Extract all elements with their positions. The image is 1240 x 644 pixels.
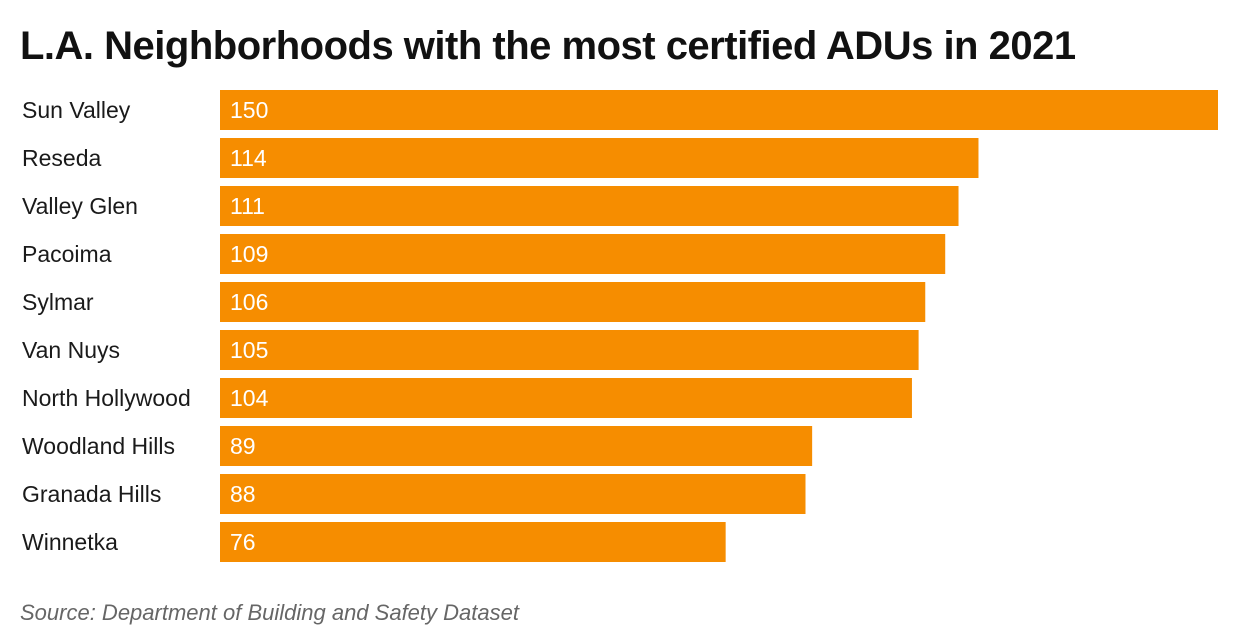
value-label: 76 [230, 529, 256, 555]
value-label: 88 [230, 481, 256, 507]
value-label: 150 [230, 97, 268, 123]
bar [220, 330, 919, 370]
bar [220, 138, 979, 178]
source-note: Source: Department of Building and Safet… [20, 600, 519, 625]
chart-title: L.A. Neighborhoods with the most certifi… [20, 24, 1076, 68]
value-label: 106 [230, 289, 268, 315]
category-label: Woodland Hills [22, 433, 175, 459]
category-label: Winnetka [22, 529, 118, 555]
bar [220, 282, 926, 322]
bar [220, 426, 813, 466]
value-label: 105 [230, 337, 268, 363]
category-label: Sun Valley [22, 97, 131, 123]
category-label: Granada Hills [22, 481, 161, 507]
category-label: Van Nuys [22, 337, 120, 363]
bar [220, 522, 726, 562]
value-label: 104 [230, 385, 269, 411]
category-label: Pacoima [22, 241, 112, 267]
category-label: Sylmar [22, 289, 94, 315]
bar [220, 234, 946, 274]
value-label: 109 [230, 241, 268, 267]
category-labels: Sun Valley Reseda Valley Glen Pacoima Sylmar… [22, 97, 191, 555]
category-label: North Hollywood [22, 385, 191, 411]
bar [220, 474, 806, 514]
bars [220, 90, 1218, 562]
bar [220, 90, 1218, 130]
category-label: Valley Glen [22, 193, 138, 219]
value-label: 89 [230, 433, 256, 459]
category-label: Reseda [22, 145, 101, 171]
value-label: 111 [230, 193, 265, 219]
value-labels: 150 114 111 109 106 105 104 89 88 76 [230, 97, 269, 555]
bar [220, 186, 959, 226]
value-label: 114 [230, 145, 267, 171]
bar [220, 378, 912, 418]
